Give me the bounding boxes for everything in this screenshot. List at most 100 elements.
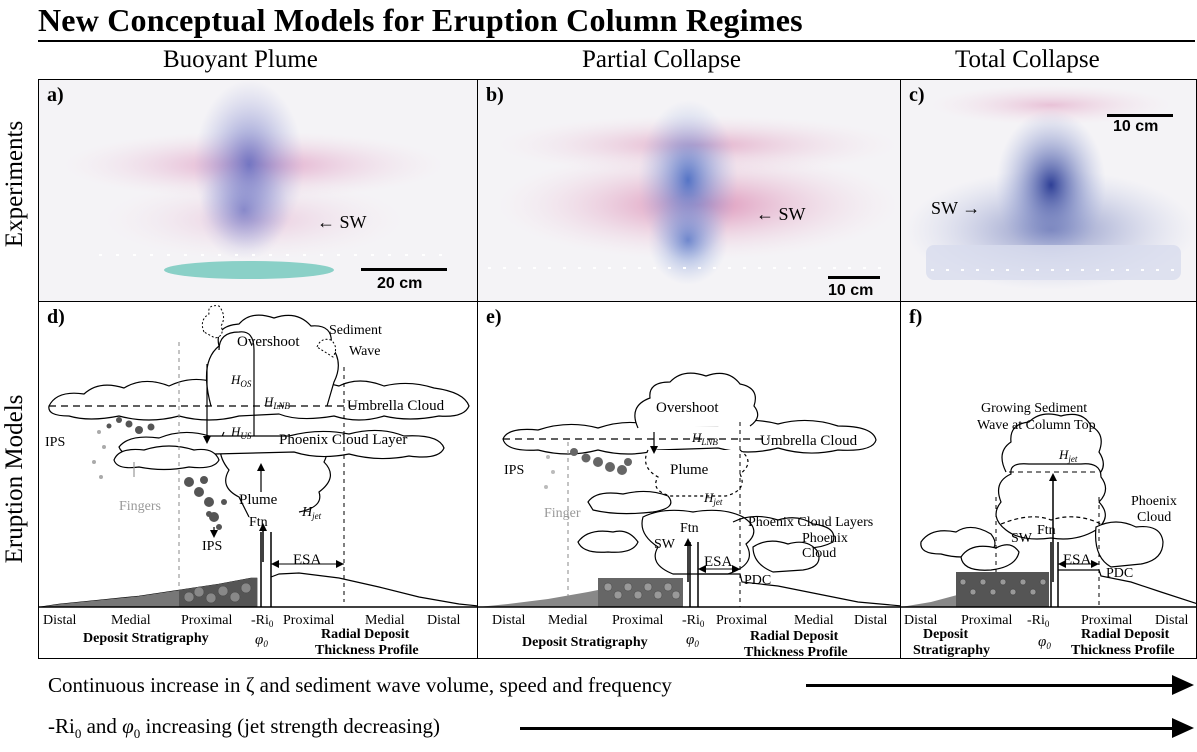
page-title: New Conceptual Models for Eruption Colum… xyxy=(38,2,803,38)
label-phoenix-b: Cloud xyxy=(802,546,836,561)
label-esa: ESA xyxy=(1063,552,1092,568)
label-phoenix: Phoenix xyxy=(1131,494,1177,509)
label-deposit-stratigraphy: Deposit Stratigraphy xyxy=(83,631,209,646)
axis-ri: -Ri0 xyxy=(251,613,274,629)
diagram-labels-e: Overshoot HLNB Umbrella Cloud IPS Plume … xyxy=(492,400,888,659)
experiment-photo-c: c) 10 cm SW → xyxy=(900,79,1197,302)
label-esa: ESA xyxy=(293,552,322,568)
label-thickness-profile: Thickness Profile xyxy=(744,645,848,659)
label-hjet: Hjet xyxy=(1058,447,1078,464)
scale-label-a: 20 cm xyxy=(377,275,423,292)
axis-distal-right: Distal xyxy=(854,613,888,628)
sw-label-c: SW → xyxy=(931,198,981,218)
label-ftn: Ftn xyxy=(680,521,699,536)
label-hus: HUS xyxy=(230,424,252,441)
label-finger: Finger xyxy=(544,506,581,521)
label-pdc: PDC xyxy=(744,573,771,588)
axis-ri: -Ri0 xyxy=(1027,613,1050,629)
label-esa: ESA xyxy=(704,554,733,570)
sw-label-b: ← SW xyxy=(756,204,806,224)
diagram-labels-d: Overshoot Sediment Wave HOS HLNB HUS Umb… xyxy=(43,323,461,658)
diagram-labels-f: Growing Sediment Wave at Column Top Hjet… xyxy=(904,401,1189,658)
title-underline xyxy=(38,40,1195,42)
label-radial-deposit: Radial Deposit xyxy=(1081,627,1170,642)
axis-phi: φ0 xyxy=(686,632,699,649)
arrow-right-icon xyxy=(1172,675,1194,695)
label-deposit: Deposit xyxy=(923,627,968,642)
label-deposit-stratigraphy: Deposit Stratigraphy xyxy=(522,635,648,650)
arrow-line-2 xyxy=(520,727,1174,730)
label-hlnb: HLNB xyxy=(691,430,718,447)
sw-label-a: ← SW xyxy=(317,212,367,232)
label-ips-bottom: IPS xyxy=(202,539,222,554)
label-ips: IPS xyxy=(504,463,524,478)
plume-photo-a xyxy=(64,80,449,279)
axis-medial-right: Medial xyxy=(794,613,834,628)
axis-distal-left: Distal xyxy=(492,613,526,628)
right-arrow-icon: → xyxy=(962,198,981,218)
eruption-model-e: e) Overshoot HLNB Umbrella Cloud IPS Plu… xyxy=(477,301,901,659)
label-overshoot: Overshoot xyxy=(237,334,300,350)
experiment-photo-b: b) ← SW 10 cm xyxy=(477,79,901,302)
panel-label-f: f) xyxy=(909,306,923,328)
column-heading-buoyant: Buoyant Plume xyxy=(163,46,318,73)
axis-distal-right: Distal xyxy=(1155,613,1189,628)
panel-label-a: a) xyxy=(47,84,64,106)
plume-photo-c xyxy=(906,85,1196,290)
axis-proximal-right: Proximal xyxy=(716,613,767,628)
label-umbrella-cloud: Umbrella Cloud xyxy=(347,398,445,414)
buoyant-plume-diagram xyxy=(39,305,477,608)
axis-phi: φ0 xyxy=(255,632,268,649)
label-sw: SW xyxy=(1011,531,1033,546)
label-phoenix-layer: Phoenix Cloud Layer xyxy=(279,432,407,448)
label-sediment: Sediment xyxy=(329,323,382,338)
label-plume: Plume xyxy=(239,492,278,508)
label-hos: HOS xyxy=(230,372,252,389)
label-thickness-profile: Thickness Profile xyxy=(315,643,419,658)
panel-label-c: c) xyxy=(909,84,925,106)
axis-phi: φ0 xyxy=(1038,634,1051,651)
label-cloud: Cloud xyxy=(1137,510,1171,525)
axis-proximal-left: Proximal xyxy=(961,613,1012,628)
label-hjet: Hjet xyxy=(703,490,723,507)
label-thickness-profile: Thickness Profile xyxy=(1071,643,1175,658)
label-ips-top: IPS xyxy=(45,435,65,450)
panel-label-d: d) xyxy=(47,306,65,328)
column-heading-total: Total Collapse xyxy=(955,46,1100,73)
caption-line-1: Continuous increase in ζ and sediment wa… xyxy=(48,673,672,697)
label-ftn: Ftn xyxy=(249,515,268,530)
scale-bar-c xyxy=(1107,114,1173,117)
caption-line-2: -Ri0 and φ0 increasing (jet strength dec… xyxy=(48,714,441,742)
left-arrow-icon: ← xyxy=(317,212,335,232)
total-collapse-diagram xyxy=(901,413,1196,608)
label-radial-deposit: Radial Deposit xyxy=(750,629,839,644)
label-umbrella-cloud: Umbrella Cloud xyxy=(760,433,858,449)
axis-medial-left: Medial xyxy=(548,613,588,628)
plume-photo-b xyxy=(488,100,898,285)
label-growing-sediment: Growing Sediment xyxy=(981,401,1087,416)
experiment-photo-a: a) ← SW 20 cm xyxy=(38,79,478,302)
axis-distal-left: Distal xyxy=(904,613,938,628)
label-phoenix-a: Phoenix xyxy=(802,531,848,546)
label-plume: Plume xyxy=(670,462,709,478)
axis-ri: -Ri0 xyxy=(682,613,705,629)
left-arrow-icon: ← xyxy=(756,204,774,224)
label-stratigraphy: Stratigraphy xyxy=(913,643,990,658)
axis-distal-left: Distal xyxy=(43,613,77,628)
label-overshoot: Overshoot xyxy=(656,400,719,416)
label-pdc: PDC xyxy=(1106,566,1133,581)
row-label-experiments: Experiments xyxy=(1,120,28,248)
label-wave-at-column-top: Wave at Column Top xyxy=(977,418,1096,433)
label-phoenix-layers: Phoenix Cloud Layers xyxy=(748,515,873,530)
scale-label-b: 10 cm xyxy=(828,282,874,299)
panel-label-e: e) xyxy=(486,306,502,328)
row-label-eruption-models: Eruption Models xyxy=(1,394,28,564)
axis-proximal-left: Proximal xyxy=(181,613,232,628)
column-heading-partial: Partial Collapse xyxy=(582,46,741,73)
eruption-model-d: d) Overshoot Sediment Wave HOS HLNB HUS … xyxy=(38,301,478,659)
arrow-line-1 xyxy=(806,684,1174,687)
label-radial-deposit: Radial Deposit xyxy=(321,627,410,642)
scale-bar-b xyxy=(828,276,880,279)
eruption-model-f: f) Growing Sediment Wave at Column Top H… xyxy=(900,301,1197,659)
label-ftn: Ftn xyxy=(1037,523,1056,538)
